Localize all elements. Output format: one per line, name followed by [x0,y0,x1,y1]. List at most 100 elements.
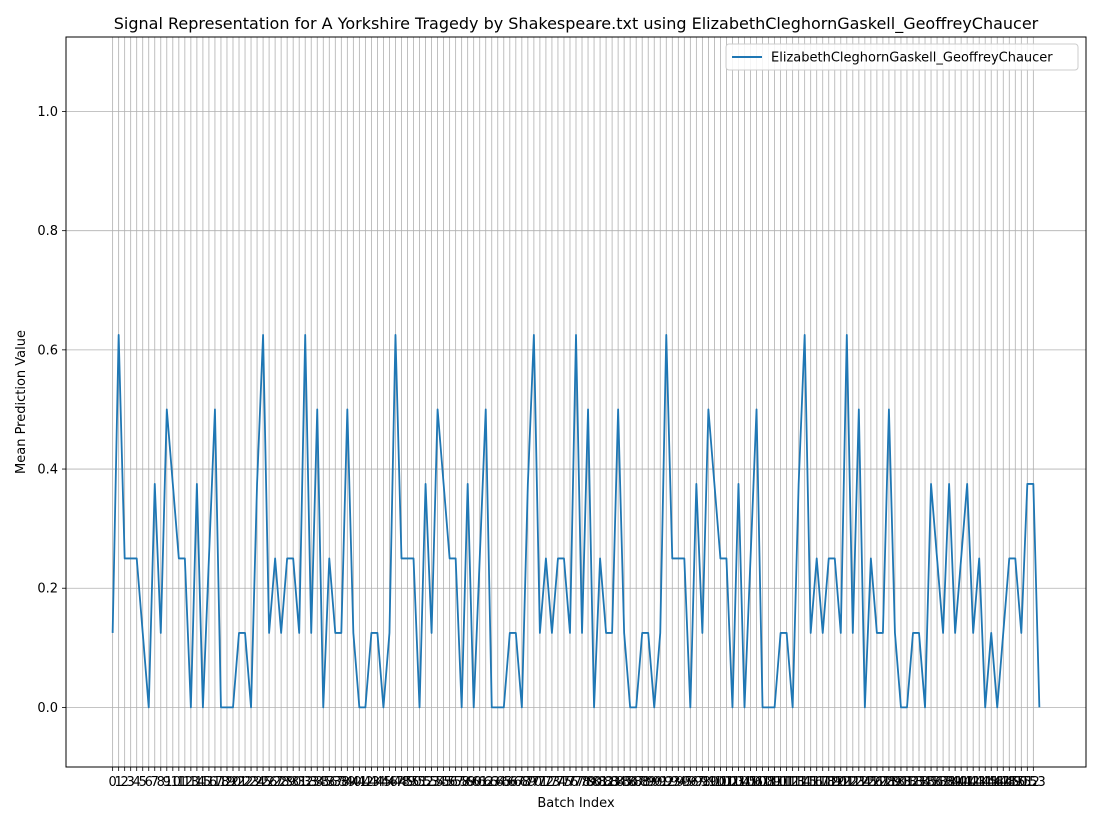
x-tick-label: 146 [979,775,1004,790]
data-point [707,408,709,410]
data-point [358,706,360,708]
x-tick-label: 78 [574,775,591,790]
x-tick-label: 149 [997,775,1022,790]
x-tick-label: 39 [339,775,356,790]
x-tick-label: 85 [616,775,633,790]
x-tick-label: 120 [822,775,847,790]
data-point [479,557,481,559]
data-point [310,632,312,634]
y-tick-label: 1.0 [37,105,58,120]
data-point [413,557,415,559]
x-tick-label: 125 [852,775,877,790]
x-tick-label: 68 [514,775,531,790]
data-point [443,483,445,485]
x-tick-label: 10 [165,775,182,790]
x-tick-label: 34 [309,775,326,790]
x-tick-label: 20 [225,775,242,790]
data-point [136,557,138,559]
x-tick-label: 139 [937,775,962,790]
data-point [172,483,174,485]
x-tick-label: 108 [750,775,775,790]
x-tick-label: 25 [255,775,272,790]
y-tick-label: 0.4 [37,463,58,478]
data-point [942,632,944,634]
x-tick-label: 13 [183,775,200,790]
data-point [671,557,673,559]
data-point [166,408,168,410]
x-tick-label: 46 [381,775,398,790]
x-tick-label: 77 [568,775,585,790]
data-point [328,557,330,559]
data-point [316,408,318,410]
data-point [509,632,511,634]
data-point [226,706,228,708]
data-point [996,706,998,708]
x-tick-label: 55 [435,775,452,790]
data-point [238,632,240,634]
x-tick-label: 44 [369,775,386,790]
x-tick-label: 6 [145,775,153,790]
data-point [978,557,980,559]
data-point [376,632,378,634]
data-point [653,706,655,708]
data-point [232,706,234,708]
series-layer [111,334,1041,709]
data-point [160,632,162,634]
x-tick-label: 109 [756,775,781,790]
x-tick-label: 122 [834,775,859,790]
x-tick-label: 9 [163,775,171,790]
x-tick-label: 67 [508,775,525,790]
data-point [130,557,132,559]
x-tick-label: 89 [640,775,657,790]
x-tick-label: 58 [453,775,470,790]
x-tick-label: 69 [520,775,537,790]
data-point [623,632,625,634]
data-point [431,632,433,634]
data-point [196,483,198,485]
data-point [810,632,812,634]
data-point [521,706,523,708]
data-point [515,632,517,634]
x-tick-label: 74 [550,775,567,790]
data-point [1020,632,1022,634]
data-point [743,706,745,708]
x-tick-label: 152 [1015,775,1040,790]
x-tick-label: 14 [189,775,206,790]
x-tick-label: 40 [345,775,362,790]
x-tick-label: 128 [870,775,895,790]
x-tick-label: 87 [628,775,645,790]
series-line [111,334,1041,709]
x-tick-label: 104 [726,775,751,790]
x-tick-label: 93 [664,775,681,790]
y-tick-label: 0.0 [37,701,58,716]
data-point [244,632,246,634]
x-tick-label: 3 [127,775,135,790]
y-axis-label: Mean Prediction Value [14,330,29,474]
data-point [804,334,806,336]
x-tick-label: 130 [883,775,908,790]
x-tick-label: 150 [1003,775,1028,790]
x-tick-label: 42 [357,775,374,790]
data-point [304,334,306,336]
x-tick-label: 51 [411,775,428,790]
data-point [148,706,150,708]
x-tick-label: 8 [157,775,165,790]
data-point [178,557,180,559]
x-tick-label: 141 [949,775,974,790]
x-tick-label: 103 [720,775,745,790]
x-tick-label: 36 [321,775,338,790]
x-tick-label: 0 [108,775,116,790]
data-point [112,632,114,634]
x-tick-label: 7 [151,775,159,790]
x-tick-label: 96 [682,775,699,790]
x-tick-label: 113 [780,775,805,790]
x-tick-label: 151 [1009,775,1034,790]
x-tick-label: 37 [327,775,344,790]
x-tick-label: 137 [925,775,950,790]
x-tick-label: 32 [297,775,314,790]
data-point [774,706,776,708]
x-tick-label: 70 [526,775,543,790]
x-tick-label: 28 [273,775,290,790]
legend: ElizabethCleghornGaskell_GeoffreyChaucer [725,43,1079,71]
data-point [816,557,818,559]
